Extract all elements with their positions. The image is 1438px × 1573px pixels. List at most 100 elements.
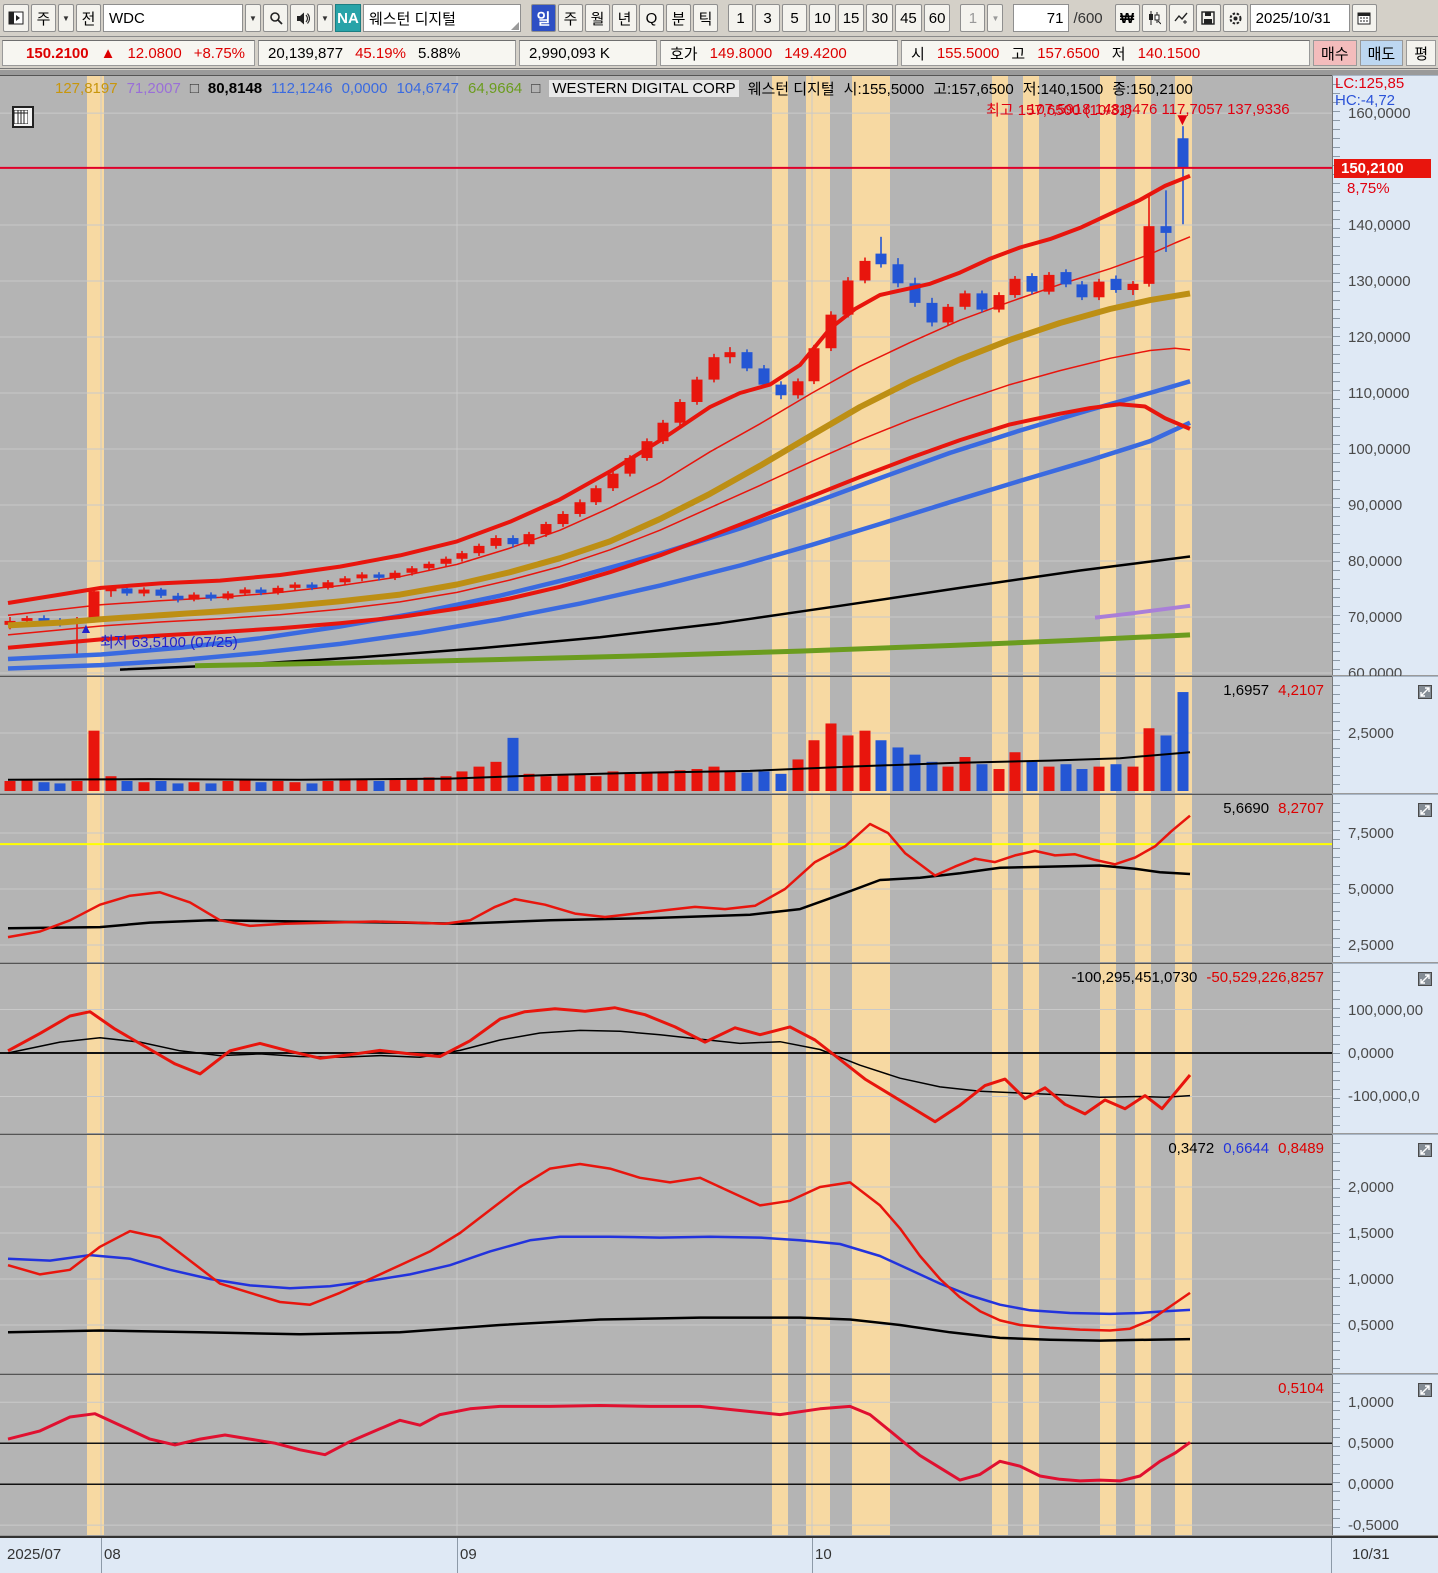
buy-button[interactable]: 매수 xyxy=(1312,40,1357,66)
volume-bar xyxy=(674,770,686,791)
settings-button[interactable] xyxy=(1222,4,1248,32)
volume-bar xyxy=(1143,728,1155,791)
resize-corner-icon[interactable] xyxy=(511,22,519,30)
panel-maximize-icon[interactable] xyxy=(1418,1143,1432,1157)
chart-area[interactable]: 127,8197 71,2007 □ 80,8148 112,1246 0,0000 104… xyxy=(0,70,1438,1573)
axis-tick-label: 100,0000 xyxy=(1348,441,1411,459)
save-button[interactable] xyxy=(1195,4,1221,32)
amount-value: 2,990,093 K xyxy=(529,44,610,62)
candle xyxy=(859,260,871,281)
date-input[interactable]: 2025/10/31 xyxy=(1249,4,1350,32)
panel-maximize-icon[interactable] xyxy=(1418,803,1432,817)
minute-button-10[interactable]: 10 xyxy=(809,4,836,32)
high-value: 157.6500 xyxy=(1037,44,1100,62)
volume-bar xyxy=(38,782,50,791)
axis-tick-label: 0,0000 xyxy=(1348,1045,1394,1062)
period-button-주[interactable]: 주 xyxy=(558,4,583,32)
panel-value: 4,2107 xyxy=(1278,682,1324,699)
prev-button[interactable]: 전 xyxy=(76,4,101,32)
sell-button[interactable]: 매도 xyxy=(1359,40,1404,66)
candle xyxy=(523,534,535,545)
axis-tick-label: 1,0000 xyxy=(1348,1270,1394,1288)
volume-bar xyxy=(188,782,200,791)
band-values-annotation: 107,5918 148,8476 117,7057 137,9336 xyxy=(1028,101,1290,118)
volume-bar xyxy=(356,778,368,791)
minute-button-1[interactable]: 1 xyxy=(728,4,753,32)
symbol-dropdown[interactable]: ▼ xyxy=(245,4,261,32)
calendar-icon xyxy=(1357,12,1371,25)
panel-value: 5,6690 xyxy=(1223,800,1270,817)
candle xyxy=(138,589,150,594)
won-icon: ₩ xyxy=(1120,9,1135,27)
panel-layout-button[interactable] xyxy=(3,4,29,32)
indicator-value: 112,1246 xyxy=(271,80,333,97)
time-axis[interactable]: 2025/07 08 09 10 10/31 xyxy=(0,1536,1438,1573)
price-change-pct: +8.75% xyxy=(193,44,245,62)
panel-values-row: 1,6957 4,2107 xyxy=(1223,682,1324,699)
custom-minute-button[interactable]: 1 xyxy=(960,4,986,32)
value-axis-p5: 1,0000 0,5000 0,0000 -0,5000 xyxy=(1332,1374,1438,1535)
candle xyxy=(808,348,820,382)
currency-button[interactable]: ₩ xyxy=(1114,4,1140,32)
indicator-value: □ xyxy=(531,80,541,97)
minute-button-15[interactable]: 15 xyxy=(837,4,865,32)
candle xyxy=(1076,284,1088,298)
time-axis-label: 2025/07 xyxy=(7,1546,62,1563)
candle xyxy=(959,293,971,307)
panel-maximize-icon[interactable] xyxy=(1418,972,1432,986)
symbol-input[interactable]: WDC xyxy=(103,4,243,32)
period-button-년[interactable]: 년 xyxy=(612,4,637,32)
chart-type-line-button[interactable] xyxy=(1168,4,1194,32)
period-button-월[interactable]: 월 xyxy=(585,4,610,32)
candle xyxy=(708,357,720,380)
highlight-band xyxy=(1135,1374,1151,1535)
sound-button[interactable] xyxy=(290,4,315,32)
mode-button-분[interactable]: 분 xyxy=(666,4,691,32)
highlight-band xyxy=(852,75,890,675)
panel-value: 1,6957 xyxy=(1223,682,1270,699)
minute-button-60[interactable]: 60 xyxy=(923,4,951,32)
minute-button-45[interactable]: 45 xyxy=(895,4,922,32)
indicator-value: □ xyxy=(189,80,199,97)
candle xyxy=(976,293,988,310)
panel-value: -100,295,451,0730 xyxy=(1071,969,1198,986)
minute-button-5[interactable]: 5 xyxy=(782,4,807,32)
axis-tick-label: 70,0000 xyxy=(1348,608,1403,626)
series-osc-red xyxy=(7,1006,1192,1124)
chart-type-candle-button[interactable] xyxy=(1141,4,1167,32)
minute-button-30[interactable]: 30 xyxy=(866,4,894,32)
volume-bar xyxy=(1076,769,1088,791)
minute-button-3[interactable]: 3 xyxy=(755,4,780,32)
search-button[interactable] xyxy=(263,4,288,32)
calendar-button[interactable] xyxy=(1351,4,1377,32)
minute-button-group: 1 3 5 10 15 30 45 60 xyxy=(728,4,951,32)
period-button-일[interactable]: 일 xyxy=(531,4,556,32)
grid-view-button[interactable] xyxy=(12,106,34,128)
candle xyxy=(892,264,904,284)
highlight-band xyxy=(1175,1134,1192,1373)
candle xyxy=(255,589,267,593)
week-mode-button[interactable]: 주 xyxy=(31,4,56,32)
panel-p4 xyxy=(0,1134,1332,1373)
highlight-band xyxy=(772,676,788,793)
candle xyxy=(1009,278,1021,296)
candle xyxy=(205,594,217,599)
candle xyxy=(1143,226,1155,284)
week-mode-dropdown[interactable]: ▼ xyxy=(58,4,74,32)
panel-layout-icon xyxy=(8,11,24,25)
panel-maximize-icon[interactable] xyxy=(1418,685,1432,699)
mode-button-틱[interactable]: 틱 xyxy=(693,4,718,32)
volume-bar xyxy=(272,781,284,791)
period-button-Q[interactable]: Q xyxy=(639,4,664,32)
sound-dropdown[interactable]: ▼ xyxy=(317,4,333,32)
avg-button[interactable]: 평 xyxy=(1406,40,1436,66)
bar-count-input[interactable]: 71 xyxy=(1013,4,1070,32)
volume-bar xyxy=(389,779,401,791)
open-label: 시 xyxy=(911,45,925,63)
custom-minute-dropdown[interactable]: ▼ xyxy=(987,4,1004,32)
panel-maximize-icon[interactable] xyxy=(1418,1383,1432,1397)
volume-bar xyxy=(4,781,16,791)
highlight-band xyxy=(992,794,1008,962)
candle xyxy=(1177,138,1189,168)
